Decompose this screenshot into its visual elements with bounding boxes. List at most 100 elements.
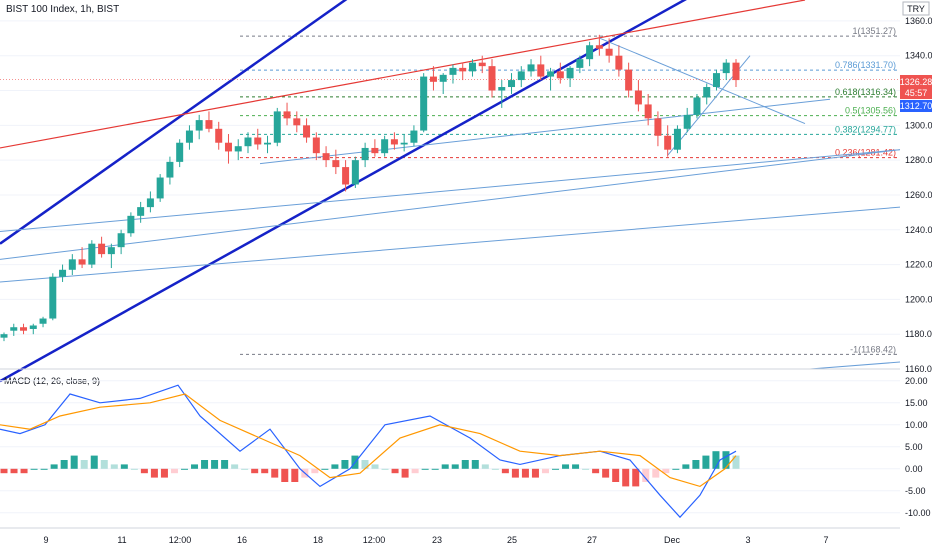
currency-box — [902, 1, 930, 16]
candle — [556, 62, 564, 84]
fan-line-4[interactable] — [259, 98, 831, 165]
time-axis[interactable]: 9 11 12:00 16 18 12:00 23 25 27 Dec 3 7 — [43, 535, 828, 545]
time-tick-label: 23 — [432, 535, 442, 545]
price-tick-label: 1340.00 — [905, 51, 932, 61]
histogram-bar — [20, 468, 28, 474]
histogram-bar — [471, 460, 479, 469]
time-tick-label: 11 — [117, 535, 126, 545]
histogram-bar — [100, 460, 108, 469]
price-tick-label: 1360.00 — [905, 16, 932, 26]
histogram-bar — [511, 468, 519, 478]
histogram-bar — [40, 468, 48, 470]
price-tick-label: 1260.00 — [905, 190, 932, 200]
candle — [185, 125, 193, 150]
histogram-bar — [241, 468, 249, 470]
candle — [644, 93, 652, 126]
candle — [449, 64, 457, 84]
histogram-bar — [130, 468, 138, 470]
macd-tick-label: 15.00 — [905, 398, 928, 408]
candle — [293, 111, 301, 133]
histogram-bar — [281, 468, 289, 482]
resistance-trend-line[interactable] — [0, 0, 806, 149]
histogram-bar — [80, 460, 88, 469]
histogram-bar — [602, 468, 610, 478]
candle — [146, 191, 154, 213]
trend-drawings[interactable] — [0, 0, 901, 383]
histogram-bar — [501, 468, 509, 474]
fib-level-label: 0.5(1305.56) — [845, 106, 896, 116]
fan-line-1[interactable] — [0, 149, 901, 232]
histogram-bar — [201, 460, 209, 469]
histogram-bar — [652, 468, 660, 478]
candle — [420, 73, 428, 133]
candle — [127, 212, 135, 237]
candle — [576, 55, 584, 74]
fan-line-5[interactable] — [599, 37, 806, 125]
fan-line-2[interactable] — [0, 149, 901, 260]
histogram-bar — [321, 468, 329, 470]
candle — [537, 55, 545, 81]
macd-axis[interactable]: -10.00 -5.00 0.00 5.00 10.00 15.00 20.00 — [905, 376, 931, 518]
histogram-bar — [692, 460, 700, 469]
price-tick-label: 1180.00 — [905, 329, 932, 339]
histogram-bar — [10, 468, 18, 474]
candle — [312, 132, 320, 161]
candle — [683, 107, 691, 133]
candle — [527, 59, 535, 77]
price-tick-label: 1300.00 — [905, 120, 932, 130]
histogram-bar — [271, 468, 279, 478]
histogram-bar — [160, 468, 168, 478]
marker-price: 1312.70 — [900, 101, 932, 111]
histogram-bar — [70, 455, 78, 469]
fib-level-label: -1(1168.42) — [850, 344, 896, 354]
candle — [722, 59, 730, 81]
macd-line — [0, 384, 737, 519]
macd-tick-label: -5.00 — [905, 486, 926, 496]
last-price: 1326.28 — [900, 77, 932, 87]
histogram-bar — [461, 460, 469, 469]
candle — [703, 83, 711, 105]
candle — [429, 66, 437, 91]
candle — [59, 264, 67, 282]
histogram-bar — [150, 468, 158, 478]
candle — [478, 55, 486, 74]
candle — [88, 240, 96, 269]
histogram-bar — [491, 468, 499, 470]
channel-upper-line[interactable] — [0, 0, 360, 245]
histogram-bar — [261, 468, 269, 474]
candle — [215, 121, 223, 150]
candle — [361, 142, 369, 168]
histogram-bar — [291, 468, 299, 482]
price-tick-label: 1220.00 — [905, 260, 932, 270]
channel-lower-line[interactable] — [0, 0, 700, 383]
histogram-bar — [541, 468, 549, 474]
histogram-bar — [411, 468, 419, 474]
histogram-bar — [582, 468, 590, 470]
time-tick-label: 25 — [507, 535, 517, 545]
candle — [547, 67, 555, 91]
histogram-bar — [231, 464, 239, 469]
histogram-bar — [431, 468, 439, 470]
candle — [117, 229, 125, 255]
histogram-bar — [170, 468, 178, 474]
histogram-bar — [682, 464, 690, 469]
histogram-bar — [60, 460, 68, 469]
fan-line-3[interactable] — [0, 206, 901, 283]
price-tick-label: 1240.00 — [905, 225, 932, 235]
fan-line-7[interactable] — [809, 361, 901, 370]
candle — [615, 45, 623, 77]
histogram-bar — [371, 464, 379, 469]
candle — [664, 125, 672, 157]
bar-countdown: 45:57 — [905, 88, 928, 98]
histogram-bar — [401, 468, 409, 478]
histogram-bar — [451, 464, 459, 469]
candle — [264, 135, 272, 154]
histogram-bar — [662, 468, 670, 474]
candle — [283, 102, 291, 126]
candle — [625, 62, 633, 98]
macd-tick-label: 20.00 — [905, 376, 928, 386]
histogram-bar — [110, 464, 118, 469]
